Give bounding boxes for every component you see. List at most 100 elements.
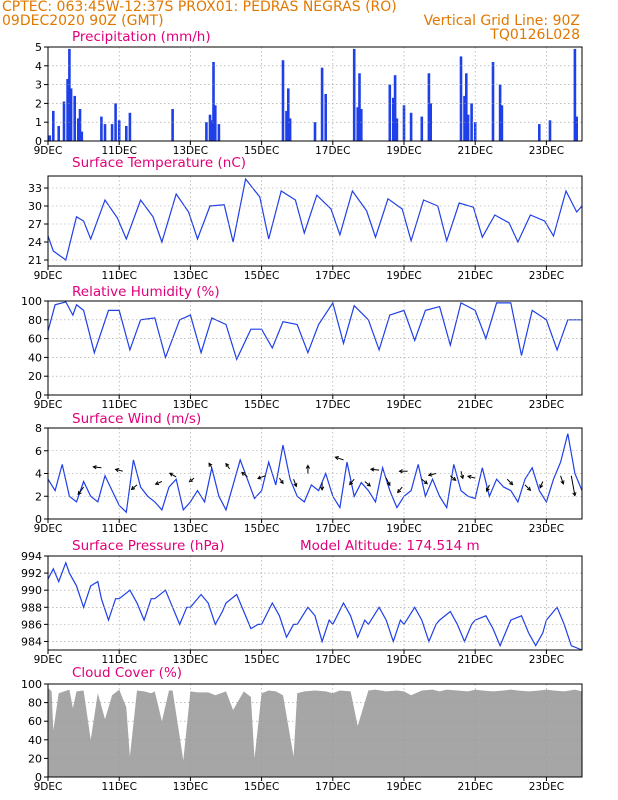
rh-ytick-label: 0	[35, 389, 42, 402]
wind-arrow	[385, 477, 391, 486]
precip-bar	[498, 84, 502, 141]
pres-ytick-label: 992	[21, 567, 42, 580]
cloud-ytick-label: 40	[28, 734, 42, 747]
precip-bar	[68, 48, 71, 141]
precip-bar	[459, 56, 463, 141]
cloud-frame	[47, 683, 583, 778]
precip-ytick-label: 0	[35, 135, 42, 148]
wind-arrow	[225, 463, 231, 470]
precip-xtick-label: 13DEC	[173, 145, 208, 157]
temp-xtick-label: 15DEC	[244, 270, 279, 282]
pres-xtick-label: 21DEC	[457, 654, 492, 666]
rh-panel: 0 20 40 60 80 100 9DEC 11DEC 13DEC 15DEC 17DEC 19DE…	[21, 295, 583, 411]
pres-altitude-annotation: Model Altitude: 174.514 m	[300, 538, 480, 554]
cloud-area	[48, 687, 582, 777]
precip-frame	[47, 46, 583, 142]
precip-xtick-label: 19DEC	[386, 145, 421, 157]
temp-ytick-label: 27	[28, 218, 42, 231]
wind-arrow	[169, 472, 177, 478]
temp-xtick-label: 17DEC	[315, 270, 350, 282]
rh-xtick-label: 11DEC	[101, 399, 136, 411]
precip-bar	[100, 116, 103, 141]
header-grid-line: Vertical Grid Line: 90Z	[423, 13, 580, 29]
wind-title: Surface Wind (m/s)	[72, 411, 202, 427]
precip-bar	[392, 97, 395, 141]
precip-bar	[285, 110, 288, 141]
temp-xtick-label: 21DEC	[457, 270, 492, 282]
precip-bar	[80, 131, 84, 141]
cloud-xtick-label: 23DEC	[529, 781, 564, 793]
cloud-xtick-label: 9DEC	[34, 781, 63, 793]
wind-arrow	[486, 484, 490, 492]
precip-bar	[538, 124, 541, 141]
cloud-ytick-label: 80	[28, 697, 42, 710]
cloud-xtick-label: 19DEC	[386, 781, 421, 793]
wind-arrow	[560, 475, 564, 485]
wind-arrow-head	[560, 480, 565, 485]
precip-bar	[288, 118, 292, 141]
pres-xtick-label: 13DEC	[173, 654, 208, 666]
wind-ytick-label: 4	[35, 468, 42, 481]
precip-bar	[117, 120, 121, 141]
wind-arrow	[131, 484, 138, 490]
precip-bar	[114, 103, 117, 141]
pres-xtick-label: 11DEC	[101, 654, 136, 666]
precip-bar	[212, 62, 215, 141]
precip-ytick-label: 1	[35, 116, 42, 129]
precip-xtick-label: 21DEC	[457, 145, 492, 157]
cloud-xtick-label: 15DEC	[244, 781, 279, 793]
wind-arrow-head	[225, 462, 230, 468]
wind-arrow-head	[572, 492, 577, 497]
precip-ytick-label: 4	[35, 60, 42, 73]
pres-panel: 984 986 988 990 992 994 9DEC 11DEC 13DEC 15DEC 17D…	[21, 550, 583, 666]
precip-bar	[214, 105, 217, 141]
precip-bar	[491, 62, 495, 141]
precip-xtick-label: 15DEC	[244, 145, 279, 157]
wind-arrow-head	[319, 486, 325, 491]
precip-title: Precipitation (mm/h)	[72, 29, 211, 45]
precip-ytick-label: 5	[35, 41, 42, 54]
precip-bar	[388, 84, 392, 141]
precip-panel: 0 1 2 3 4 5 9DEC 11DEC 13DEC 15DEC 17DEC 19DEC 21DEC…	[34, 41, 583, 157]
precip-bar	[208, 114, 212, 141]
wind-arrow-head	[77, 490, 82, 496]
precip-ytick-label: 2	[35, 97, 42, 110]
header-date: 09DEC2020 90Z (GMT)	[2, 13, 164, 29]
temp-xtick-label: 23DEC	[529, 270, 564, 282]
pres-ytick-label: 994	[21, 550, 42, 563]
wind-arrow-head	[334, 456, 339, 461]
precip-bar	[210, 120, 214, 141]
wind-arrow-head	[366, 482, 371, 487]
wind-arrow-head	[466, 474, 472, 479]
precip-xtick-label: 17DEC	[315, 145, 350, 157]
precip-bar	[500, 105, 504, 141]
precip-bar	[57, 126, 60, 141]
wind-arrow	[421, 478, 428, 485]
pres-ytick-label: 990	[21, 584, 42, 597]
cloud-xtick-label: 17DEC	[315, 781, 350, 793]
precip-bar	[358, 73, 361, 141]
precip-bar	[427, 73, 431, 141]
precip-xtick-label: 9DEC	[34, 145, 63, 157]
wind-arrow-head	[526, 486, 532, 492]
wind-arrow	[155, 481, 163, 485]
rh-xtick-label: 17DEC	[315, 399, 350, 411]
wind-arrow-head	[349, 481, 354, 486]
precip-bar	[52, 110, 55, 141]
pres-xtick-label: 9DEC	[34, 654, 63, 666]
wind-arrow-head	[539, 484, 544, 489]
precip-xtick-label: 23DEC	[529, 145, 564, 157]
wind-arrow-head	[114, 468, 120, 473]
pres-xtick-label: 19DEC	[386, 654, 421, 666]
temp-ytick-label: 33	[28, 182, 42, 195]
precip-bar	[73, 95, 76, 141]
wind-arrow-head	[279, 479, 284, 485]
rh-ytick-label: 80	[28, 314, 42, 327]
wind-arrow	[349, 478, 355, 485]
wind-ytick-label: 8	[35, 422, 42, 435]
pres-ytick-label: 986	[21, 618, 42, 631]
wind-arrow-head	[188, 478, 194, 483]
precip-bar	[128, 112, 132, 141]
temp-title: Surface Temperature (nC)	[72, 155, 247, 171]
wind-arrow	[77, 486, 84, 495]
